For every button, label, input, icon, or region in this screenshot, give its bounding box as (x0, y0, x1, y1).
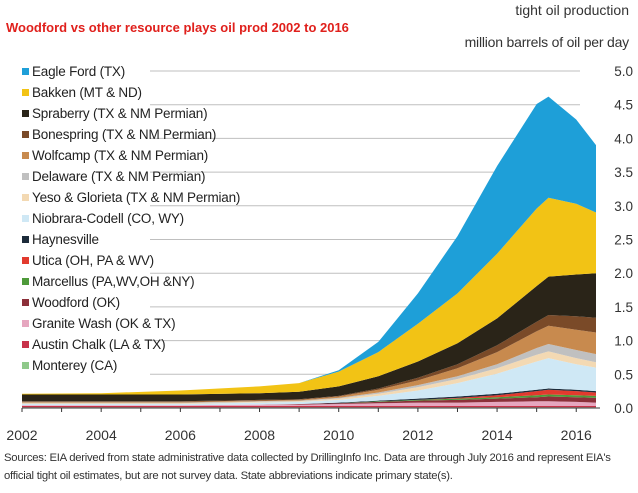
x-tick-label: 2004 (86, 427, 117, 443)
legend-label: Marcellus (PA,WV,OH &NY) (32, 274, 195, 289)
axes: 2002 2004 2006 2008 2010 2012 2014 2016 (6, 407, 600, 443)
y-tick-label: 5.0 (614, 64, 633, 79)
legend-label: Spraberry (TX & NM Permian) (32, 106, 208, 121)
legend-label: Delaware (TX & NM Permian) (32, 169, 206, 184)
legend-label: Woodford (OK) (32, 295, 120, 310)
area-delaware-tx-nm-permian (22, 344, 596, 404)
legend-swatch (22, 257, 29, 264)
area-wolfcamp-tx-nm-permian (22, 325, 596, 403)
legend-item: Spraberry (TX & NM Permian) (22, 103, 240, 124)
legend-label: Austin Chalk (LA & TX) (32, 337, 166, 352)
legend: Eagle Ford (TX) Bakken (MT & ND) Spraberry… (22, 61, 240, 376)
legend-label: Eagle Ford (TX) (32, 64, 126, 79)
legend-item: Wolfcamp (TX & NM Permian) (22, 145, 240, 166)
legend-item: Marcellus (PA,WV,OH &NY) (22, 271, 240, 292)
y-tick-label: 2.5 (614, 233, 633, 248)
y-tick-label: 4.5 (614, 98, 633, 113)
area-eagle-ford-tx (22, 96, 596, 394)
x-tick-label: 2014 (481, 427, 512, 443)
legend-label: Granite Wash (OK & TX) (32, 316, 176, 331)
legend-label: Bonespring (TX & NM Permian) (32, 127, 217, 142)
legend-swatch (22, 110, 29, 117)
y-tick-label: 1.5 (614, 300, 633, 315)
legend-item: Eagle Ford (TX) (22, 61, 240, 82)
legend-item: Bonespring (TX & NM Permian) (22, 124, 240, 145)
y-tick-label: 3.0 (614, 199, 633, 214)
stacked-areas (22, 96, 596, 408)
chart-title: Woodford vs other resource plays oil pro… (6, 20, 349, 35)
legend-item: Delaware (TX & NM Permian) (22, 166, 240, 187)
legend-item: Utica (OH, PA & WV) (22, 250, 240, 271)
unit-label-line1: tight oil production (515, 2, 629, 18)
legend-swatch (22, 131, 29, 138)
y-tick-label: 0.5 (614, 367, 633, 382)
legend-swatch (22, 299, 29, 306)
y-tick-label: 4.0 (614, 131, 633, 146)
area-granite-wash-ok-tx (22, 401, 596, 406)
x-tick-label: 2006 (165, 427, 196, 443)
legend-swatch (22, 152, 29, 159)
legend-label: Yeso & Glorieta (TX & NM Permian) (32, 190, 241, 205)
legend-swatch (22, 362, 29, 369)
legend-label: Utica (OH, PA & WV) (32, 253, 154, 268)
x-tick-label: 2010 (323, 427, 354, 443)
legend-item: Monterey (CA) (22, 355, 240, 376)
legend-item: Haynesville (22, 229, 240, 250)
x-tick-label: 2002 (6, 427, 37, 443)
area-yeso-glorieta-tx-nm-permian (22, 351, 596, 404)
y-tick-label: 2.0 (614, 266, 633, 281)
area-bakken-mt-nd (22, 197, 596, 395)
x-tick-label: 2008 (244, 427, 275, 443)
legend-label: Niobrara-Codell (CO, WY) (32, 211, 184, 226)
x-tick-label: 2016 (561, 427, 592, 443)
area-marcellus-pa-wv-oh-ny (22, 394, 596, 406)
legend-label: Haynesville (32, 232, 99, 247)
source-note: Sources: EIA derived from state administ… (4, 452, 611, 482)
legend-swatch (22, 173, 29, 180)
legend-swatch (22, 89, 29, 96)
legend-item: Yeso & Glorieta (TX & NM Permian) (22, 187, 240, 208)
legend-label: Wolfcamp (TX & NM Permian) (32, 148, 209, 163)
legend-swatch (22, 194, 29, 201)
area-austin-chalk-la-tx (22, 406, 596, 408)
x-tick-label: 2012 (402, 427, 433, 443)
legend-swatch (22, 341, 29, 348)
legend-swatch (22, 236, 29, 243)
legend-swatch (22, 320, 29, 327)
y-tick-label: 0.0 (614, 401, 633, 416)
legend-item: Bakken (MT & ND) (22, 82, 240, 103)
legend-item: Austin Chalk (LA & TX) (22, 334, 240, 355)
unit-label-line2: million barrels of oil per day (464, 34, 630, 50)
area-utica-oh-pa-wv (22, 389, 596, 406)
legend-swatch (22, 278, 29, 285)
legend-item: Woodford (OK) (22, 292, 240, 313)
area-spraberry-tx-nm-permian (22, 273, 596, 402)
area-bonespring-tx-nm-permian (22, 315, 596, 402)
legend-label: Monterey (CA) (32, 358, 118, 373)
area-haynesville (22, 388, 596, 406)
legend-item: Niobrara-Codell (CO, WY) (22, 208, 240, 229)
legend-label: Bakken (MT & ND) (32, 85, 142, 100)
area-niobrara-codell-co-wy (22, 358, 596, 406)
legend-item: Granite Wash (OK & TX) (22, 313, 240, 334)
area-woodford-ok (22, 396, 596, 406)
y-tick-label: 3.5 (614, 165, 633, 180)
legend-swatch (22, 68, 29, 75)
y-tick-label: 1.0 (614, 334, 633, 349)
legend-swatch (22, 215, 29, 222)
